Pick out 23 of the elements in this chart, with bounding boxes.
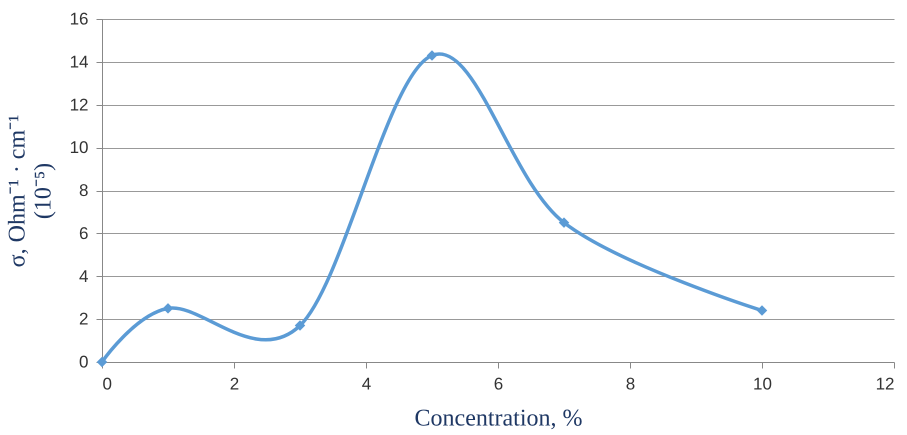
y-axis-title: σ, Ohm⁻¹ · cm⁻¹ (10⁻⁵) [4,114,57,268]
point [294,320,306,331]
y-tick-label: 14 [70,52,88,72]
x-tick-label: 12 [876,374,894,394]
point [756,305,768,316]
x-tick-label: 4 [362,374,372,394]
x-tick-label: 8 [626,374,636,394]
y-tick-label: 12 [70,95,88,114]
y-tick-label: 16 [70,10,88,28]
x-tick-label: 2 [230,374,240,394]
x-axis-title: Concentration, % [414,406,582,432]
y-tick-label: 10 [70,138,88,158]
x-tick-label: 10 [753,374,772,394]
y-tick-label: 0 [79,352,88,372]
y-tick-label: 4 [79,266,88,286]
y-tick-label: 2 [79,310,88,329]
x-tick-label: 0 [102,374,112,394]
y-tick-label: 8 [79,181,88,200]
point [426,50,438,61]
y-tick-label: 6 [79,224,88,243]
point [558,217,570,228]
x-tick-label: 6 [494,374,504,394]
point [162,303,174,314]
